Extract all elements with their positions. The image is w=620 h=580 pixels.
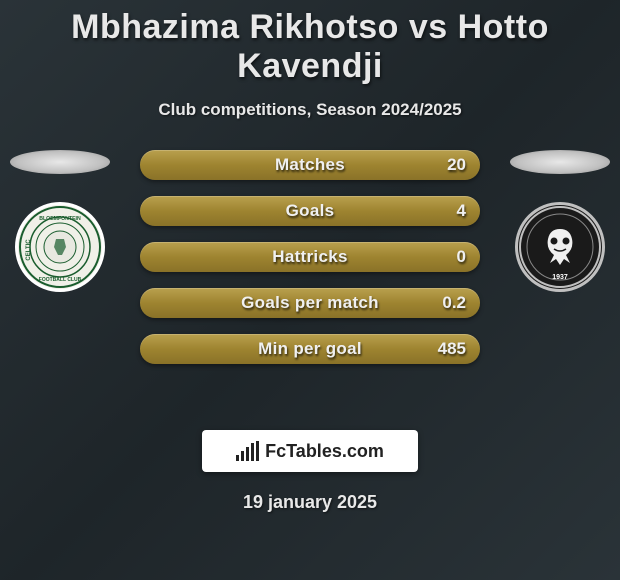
club-right-badge: 1937: [515, 202, 605, 292]
svg-text:CELTIC: CELTIC: [26, 239, 32, 261]
stat-label: Min per goal: [258, 339, 362, 359]
bars-icon: [236, 441, 259, 461]
stat-row-min-per-goal: Min per goal 485: [140, 334, 480, 364]
stat-value: 485: [438, 339, 466, 359]
player-left-column: BLOEMFONTEIN FOOTBALL CLUB CELTIC: [0, 150, 120, 292]
svg-text:FOOTBALL CLUB: FOOTBALL CLUB: [39, 277, 82, 283]
footer-brand-text: FcTables.com: [265, 441, 384, 462]
bloemfontein-celtic-icon: BLOEMFONTEIN FOOTBALL CLUB CELTIC: [18, 205, 102, 289]
comparison-date: 19 january 2025: [0, 492, 620, 513]
stat-row-matches: Matches 20: [140, 150, 480, 180]
svg-text:1937: 1937: [552, 274, 568, 281]
stat-value: 4: [457, 201, 466, 221]
stat-row-goals-per-match: Goals per match 0.2: [140, 288, 480, 318]
stat-value: 0: [457, 247, 466, 267]
stat-row-hattricks: Hattricks 0: [140, 242, 480, 272]
stats-list: Matches 20 Goals 4 Hattricks 0 Goals per…: [140, 150, 480, 380]
footer-brand-logo[interactable]: FcTables.com: [202, 430, 418, 472]
stat-label: Matches: [275, 155, 345, 175]
stat-label: Hattricks: [272, 247, 347, 267]
stat-label: Goals: [286, 201, 335, 221]
player-right-column: 1937: [500, 150, 620, 292]
comparison-title: Mbhazima Rikhotso vs Hotto Kavendji: [0, 0, 620, 86]
player-right-avatar-placeholder: [510, 150, 610, 174]
svg-text:BLOEMFONTEIN: BLOEMFONTEIN: [39, 216, 81, 222]
player-left-avatar-placeholder: [10, 150, 110, 174]
club-left-badge: BLOEMFONTEIN FOOTBALL CLUB CELTIC: [15, 202, 105, 292]
stat-label: Goals per match: [241, 293, 379, 313]
stat-value: 0.2: [442, 293, 466, 313]
comparison-subtitle: Club competitions, Season 2024/2025: [0, 100, 620, 120]
stat-value: 20: [447, 155, 466, 175]
orlando-pirates-icon: 1937: [518, 205, 602, 289]
stat-row-goals: Goals 4: [140, 196, 480, 226]
comparison-content: BLOEMFONTEIN FOOTBALL CLUB CELTIC 1937: [0, 150, 620, 410]
